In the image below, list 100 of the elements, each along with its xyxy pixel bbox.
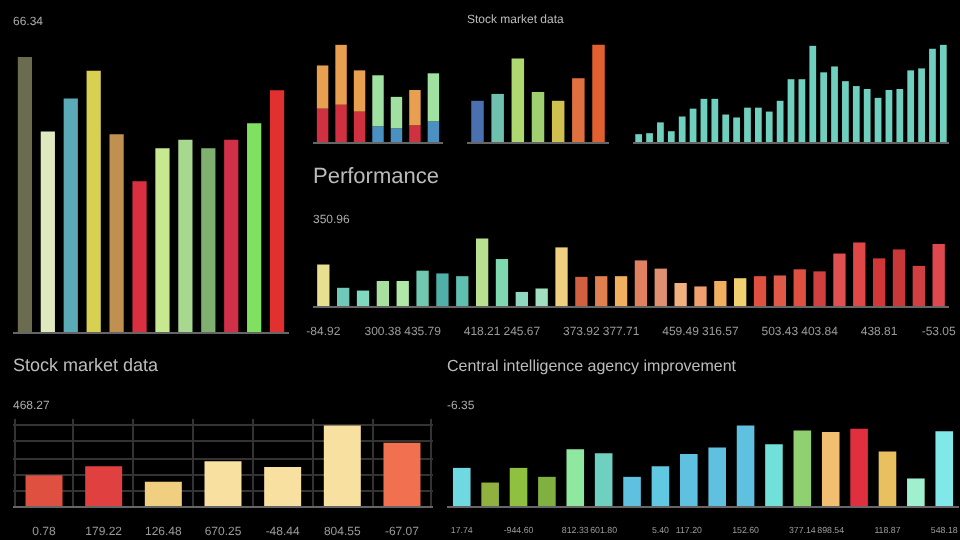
bar bbox=[491, 93, 504, 143]
bar bbox=[316, 65, 329, 109]
bar bbox=[651, 466, 670, 507]
bar bbox=[813, 271, 826, 307]
bar bbox=[793, 269, 806, 307]
bar bbox=[623, 476, 641, 507]
bar bbox=[436, 273, 449, 307]
bar bbox=[531, 91, 545, 143]
bar bbox=[456, 276, 469, 307]
bar bbox=[269, 90, 285, 333]
bar bbox=[892, 249, 906, 307]
bar bbox=[907, 478, 925, 507]
bar bbox=[555, 247, 568, 307]
bar bbox=[754, 107, 762, 143]
chart-title: Stock market data bbox=[13, 355, 159, 375]
bar bbox=[753, 276, 767, 307]
bar bbox=[409, 125, 421, 143]
chart-title: Central intelligence agency improvement bbox=[447, 357, 738, 375]
bar bbox=[614, 276, 628, 307]
bar bbox=[842, 81, 849, 143]
bar bbox=[793, 430, 812, 507]
bar bbox=[511, 58, 525, 143]
bar bbox=[475, 238, 489, 307]
bar bbox=[734, 278, 747, 307]
bar bbox=[863, 89, 871, 143]
bar bbox=[85, 466, 123, 507]
bar bbox=[935, 431, 954, 507]
bar bbox=[551, 100, 565, 143]
bar bbox=[390, 128, 403, 143]
bar bbox=[833, 253, 846, 307]
bar bbox=[323, 425, 361, 507]
bar bbox=[680, 454, 698, 507]
bar bbox=[495, 259, 509, 307]
bar bbox=[733, 117, 740, 143]
bar bbox=[765, 111, 773, 143]
bar bbox=[390, 96, 403, 129]
bar bbox=[427, 73, 440, 122]
bar bbox=[635, 134, 643, 143]
bar bbox=[853, 242, 866, 307]
bar bbox=[372, 126, 384, 143]
bar bbox=[831, 66, 838, 143]
bar bbox=[509, 467, 528, 507]
bar bbox=[515, 291, 528, 307]
bar bbox=[427, 121, 440, 143]
bar bbox=[592, 44, 605, 143]
bar bbox=[40, 131, 55, 333]
bar bbox=[264, 467, 302, 507]
bar bbox=[335, 44, 347, 105]
bar bbox=[932, 243, 945, 307]
bar bbox=[372, 75, 384, 127]
bar bbox=[708, 447, 726, 507]
bar bbox=[634, 260, 648, 307]
bar bbox=[736, 425, 755, 507]
bar bbox=[912, 265, 925, 307]
bar bbox=[335, 104, 347, 143]
chart-title: Performance bbox=[313, 165, 439, 189]
bar bbox=[353, 111, 366, 143]
bar bbox=[674, 283, 687, 307]
bar bbox=[317, 264, 330, 307]
bar bbox=[678, 116, 686, 143]
bar bbox=[376, 280, 390, 307]
bar bbox=[878, 451, 897, 507]
bar bbox=[765, 444, 783, 507]
bar bbox=[25, 475, 63, 507]
bar bbox=[711, 98, 719, 143]
bar bbox=[155, 148, 170, 333]
bar bbox=[416, 270, 429, 307]
bar bbox=[595, 276, 608, 307]
bar bbox=[929, 48, 936, 143]
bar bbox=[538, 476, 556, 507]
bar bbox=[575, 276, 588, 307]
bar bbox=[657, 122, 664, 143]
bar bbox=[872, 258, 886, 307]
bar bbox=[337, 287, 350, 307]
bar bbox=[247, 123, 262, 333]
bar bbox=[694, 286, 707, 307]
bar bbox=[144, 481, 182, 507]
bar bbox=[86, 70, 101, 333]
bar bbox=[63, 98, 78, 333]
bar bbox=[132, 181, 147, 333]
bar bbox=[654, 268, 667, 307]
bar bbox=[809, 45, 817, 143]
bar bbox=[646, 133, 653, 143]
bar bbox=[109, 134, 124, 333]
bar bbox=[714, 280, 727, 307]
bar bbox=[722, 114, 730, 143]
bar bbox=[896, 89, 904, 143]
bar bbox=[452, 467, 471, 507]
bar bbox=[566, 449, 585, 507]
bar bbox=[744, 107, 751, 143]
bar bbox=[409, 90, 421, 126]
bar bbox=[481, 482, 499, 507]
bar bbox=[667, 131, 675, 143]
bar bbox=[852, 86, 860, 143]
bar bbox=[17, 57, 33, 333]
bar bbox=[907, 70, 915, 143]
bar bbox=[316, 108, 329, 143]
bar bbox=[353, 70, 366, 112]
bar bbox=[594, 453, 613, 507]
bar bbox=[850, 428, 868, 507]
